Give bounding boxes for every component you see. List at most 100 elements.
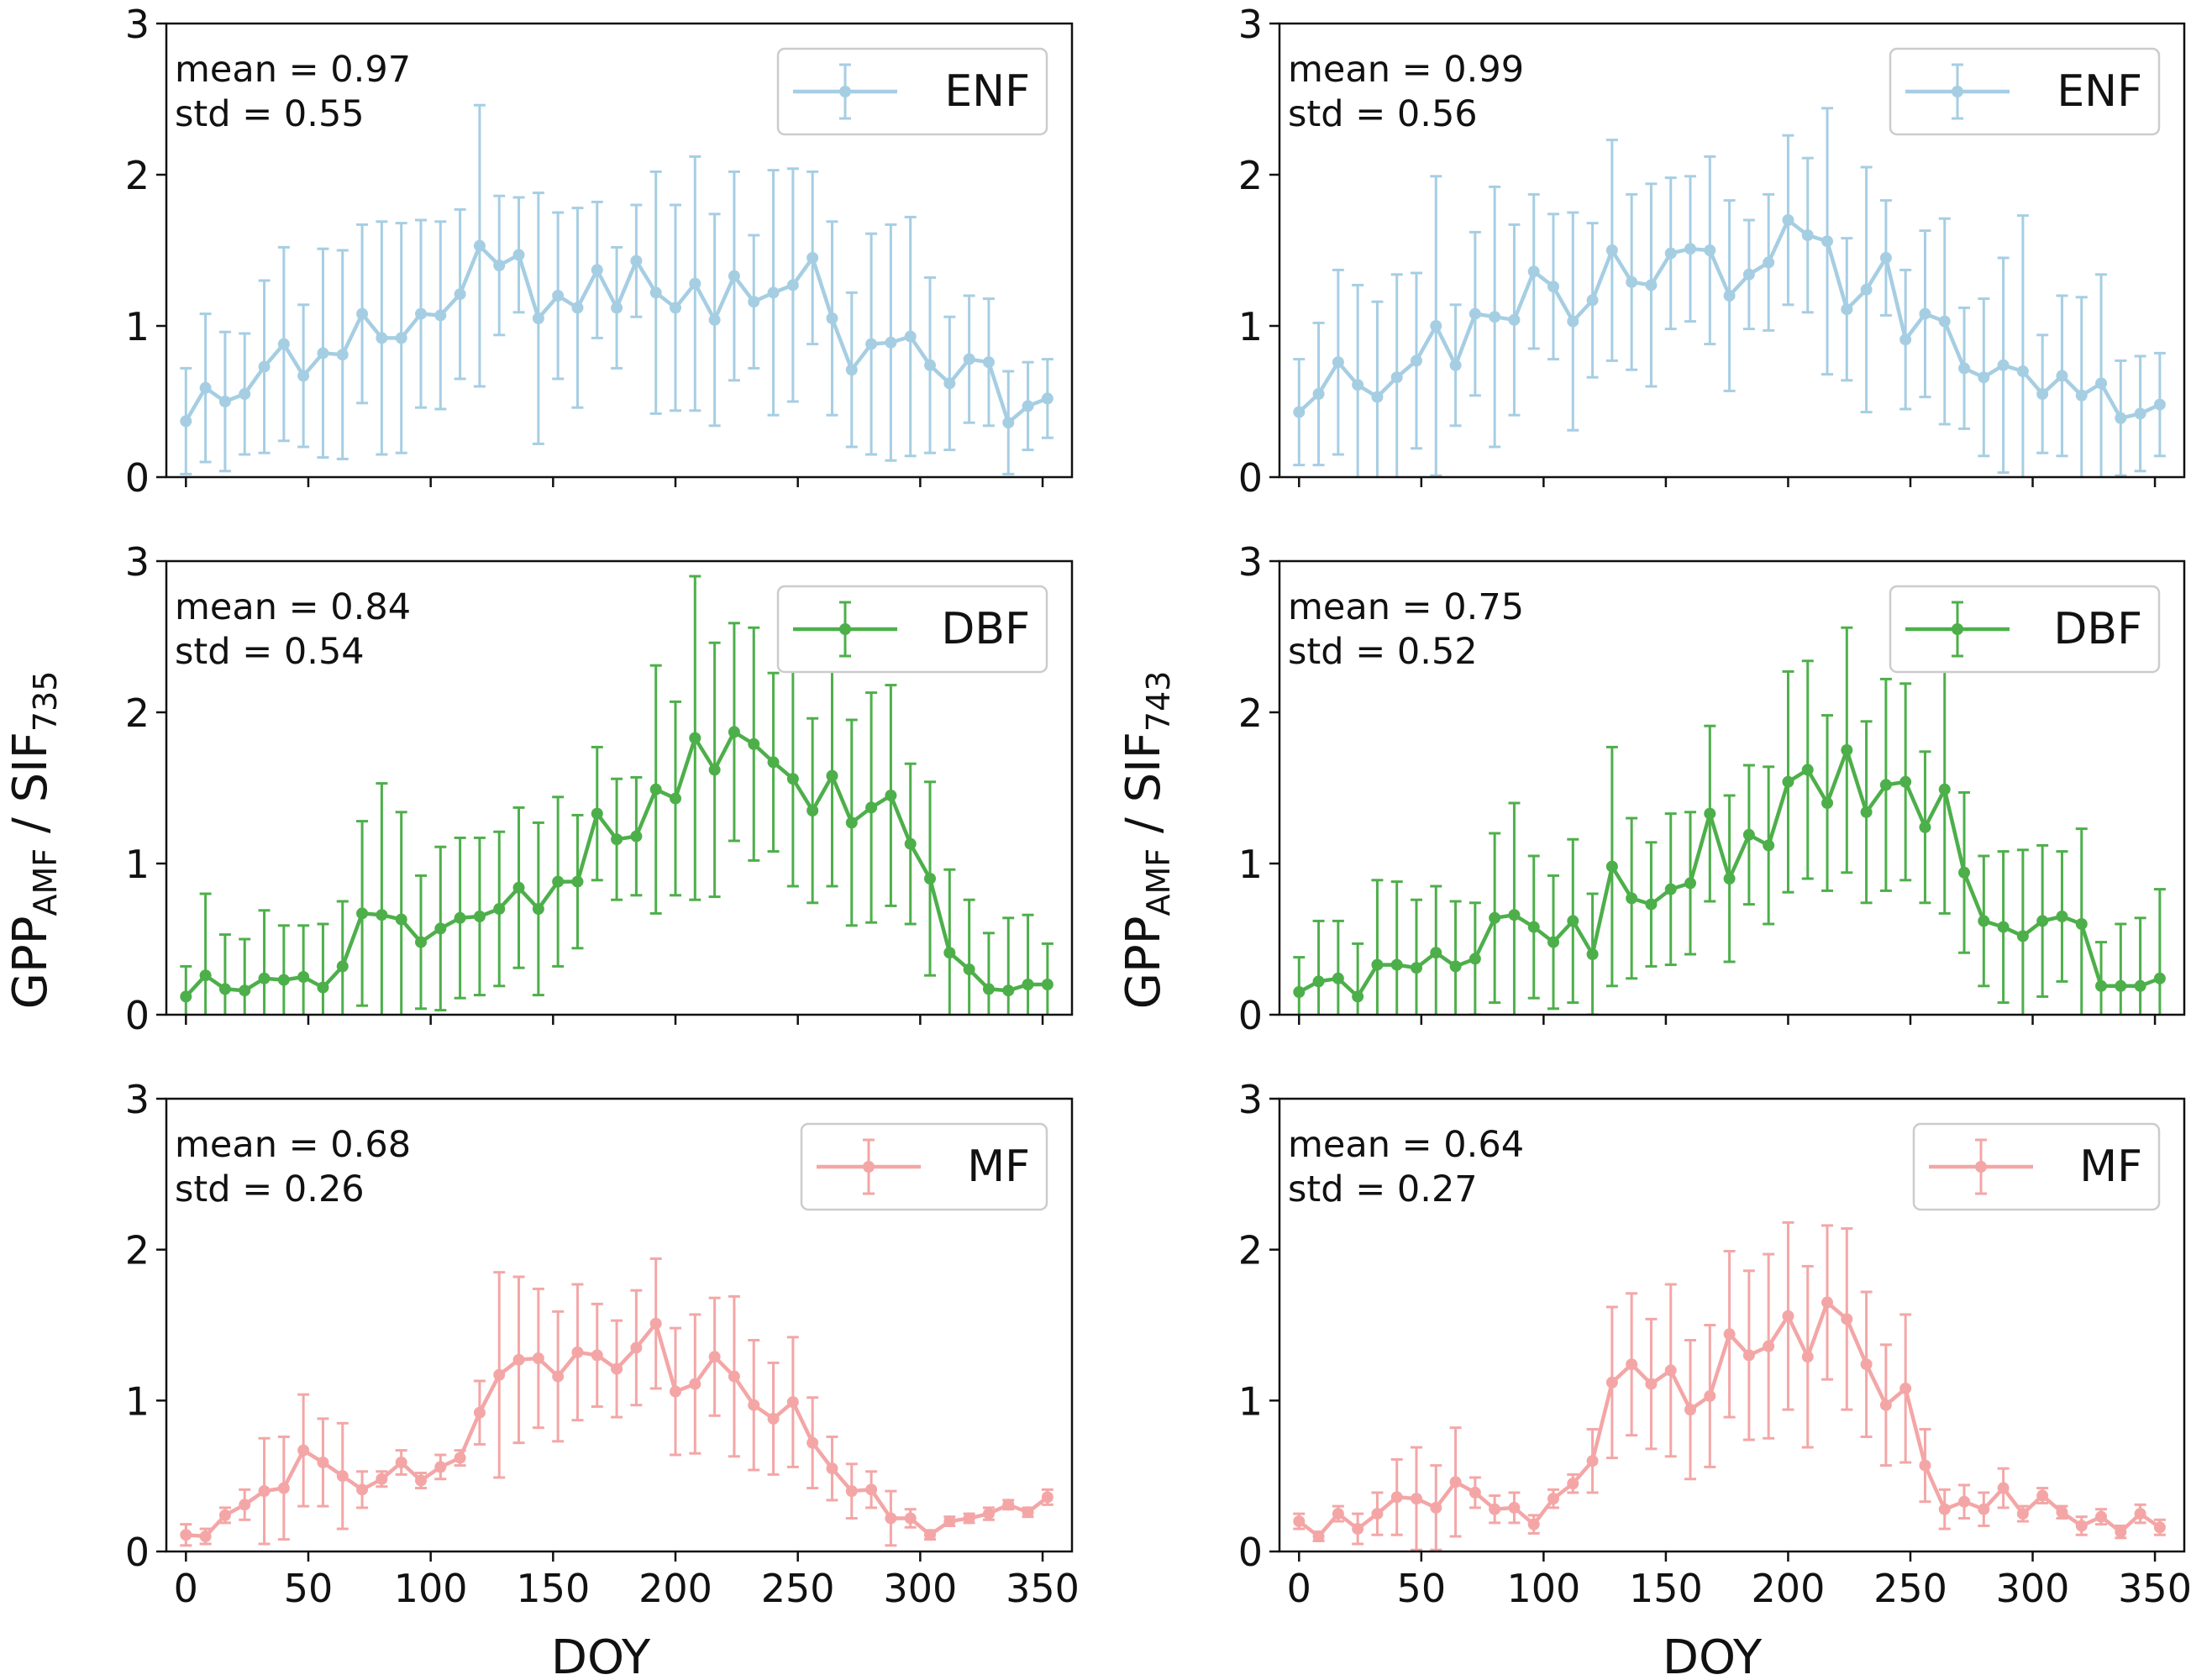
y-tick-label: 2 [1238,1228,1263,1273]
data-point [1332,356,1344,369]
data-point [1352,379,1364,391]
axes-frame [165,559,1074,1016]
y-tick-label: 1 [1238,304,1263,349]
data-point [532,312,544,324]
x-tick-label: 100 [1506,1566,1580,1611]
data-point [552,1370,565,1383]
data-point [807,805,819,816]
data-point [982,356,995,369]
data-point [1782,1310,1794,1322]
data-point [1430,947,1442,959]
legend-label: DBF [2053,604,2142,654]
axes-frame [165,22,1074,479]
data-point [1352,990,1364,1003]
data-point [473,911,486,922]
data-point [2134,1508,2146,1520]
data-point [199,1530,212,1543]
data-point [670,792,682,805]
data-point [1022,400,1034,412]
data-point [1293,406,1306,418]
data-point [1390,371,1403,384]
data-point [807,252,819,264]
data-point [1879,779,1892,791]
data-point [630,255,643,267]
data-point [2095,377,2108,390]
data-point [493,1368,506,1381]
data-point [2115,412,2127,424]
y-axis-label-left-main: GPP [3,916,58,1009]
data-point [904,1512,917,1525]
x-tick-label: 150 [516,1566,590,1611]
data-point [865,338,878,350]
data-point [2075,1520,2088,1532]
x-tick-label: 250 [1873,1566,1947,1611]
data-point [2134,407,2146,420]
data-point [786,279,799,291]
data-point [2056,1506,2068,1519]
plot-area [1293,626,2166,1015]
data-point [1645,1378,1658,1390]
legend-label: MF [2079,1142,2142,1192]
y-axis-label-right-mid: / SIF [1117,732,1171,848]
data-point [512,881,525,894]
data-point [845,1485,858,1498]
data-point [571,302,584,314]
data-point [924,873,937,885]
data-point [1763,256,1775,269]
data-point [1041,392,1053,405]
data-point [1919,307,1931,320]
data-point [2036,1489,2049,1502]
data-point [1469,1486,1481,1499]
data-point [218,983,231,995]
x-tick-label: 300 [883,1566,957,1611]
data-point [611,302,623,314]
data-point [1002,417,1015,429]
y-axis-label-left-mid: / SIF [3,732,58,848]
data-point [1508,313,1521,326]
x-tick-label: 100 [394,1566,468,1611]
data-point [1860,1358,1873,1371]
panel-left-mf: 0 1 2 3 0 50 100 150 200 250 300 350 mean = 0.68std … [125,1077,1080,1611]
data-point [591,807,603,820]
data-point [786,1396,799,1409]
data-point [258,360,271,373]
data-point [1782,775,1794,788]
data-point [1899,1382,1912,1394]
y-tick-label: 3 [125,1077,150,1122]
data-point [2075,918,2088,930]
legend-marker [839,86,851,97]
data-point [1352,1523,1364,1536]
data-point [1547,936,1560,948]
data-point [2016,930,2029,942]
data-point [1390,958,1403,971]
data-point [493,903,506,915]
y-tick-label: 2 [125,153,150,198]
data-point [1371,1508,1384,1520]
data-point [473,1406,486,1419]
data-point [728,726,740,738]
data-point [2115,979,2127,992]
data-point [1801,229,1814,241]
data-point [1449,1476,1462,1488]
data-point [1645,898,1658,911]
legend-marker [1952,623,1963,635]
y-tick-label: 3 [125,2,150,47]
data-point [1978,371,1990,384]
y-tick-label: 2 [1238,690,1263,736]
data-point [199,381,212,394]
data-point [317,1456,329,1468]
y-tick-label: 2 [125,1228,150,1273]
data-point [1645,279,1658,291]
data-point [356,907,369,920]
data-point [552,290,565,302]
data-point [885,790,897,801]
mean-annotation: mean = 0.97 [175,49,411,91]
data-point [1022,979,1034,990]
legend: DBF [1889,585,2161,674]
data-point [376,909,388,921]
x-tick-label: 350 [2118,1566,2191,1611]
y-tick-label: 1 [1238,1378,1263,1424]
data-point [2095,1510,2108,1523]
data-point [1041,1491,1053,1504]
data-point [1821,797,1834,809]
